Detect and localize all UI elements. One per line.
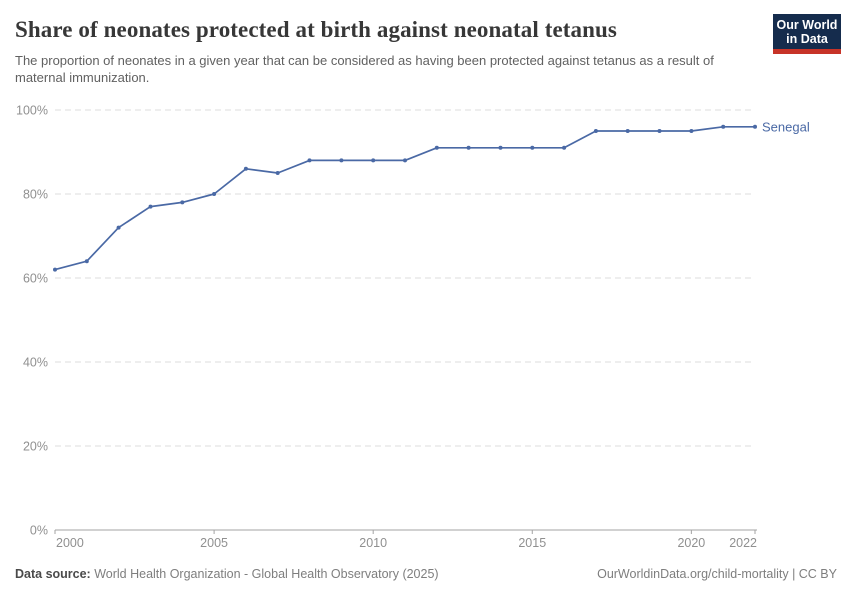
data-point: [53, 267, 57, 272]
chart-footer: Data source: World Health Organization -…: [15, 567, 837, 581]
data-point: [689, 129, 694, 133]
data-point: [148, 204, 153, 209]
y-tick-label: 60%: [23, 272, 48, 286]
owid-logo-line1: Our World: [776, 18, 838, 32]
data-point: [403, 158, 407, 163]
y-tick-label: 20%: [23, 440, 48, 454]
license-note: OurWorldinData.org/child-mortality | CC …: [597, 567, 837, 581]
data-point: [371, 158, 376, 163]
data-point: [275, 171, 280, 175]
data-point: [466, 145, 471, 150]
data-point: [657, 129, 662, 133]
owid-logo-line2: in Data: [786, 32, 828, 46]
data-source: Data source: World Health Organization -…: [15, 567, 439, 581]
series-line: [54, 125, 756, 271]
x-tick-label: 2010: [359, 536, 387, 550]
y-tick-label: 100%: [16, 104, 48, 118]
data-point: [562, 145, 567, 150]
owid-logo: Our World in Data: [773, 14, 841, 54]
entity-label: Senegal: [762, 119, 810, 134]
data-point: [116, 225, 121, 230]
x-tick-label: 2005: [200, 536, 228, 550]
data-point: [84, 259, 89, 264]
page-title: Share of neonates protected at birth aga…: [15, 17, 617, 42]
x-tick-label: 2000: [56, 536, 84, 550]
y-tick-label: 40%: [23, 356, 48, 370]
x-tick-label: 2015: [518, 536, 546, 550]
y-tick-label: 80%: [23, 188, 48, 202]
data-point: [212, 192, 217, 196]
data-point: [339, 158, 344, 163]
chart-subtitle: The proportion of neonates in a given ye…: [15, 53, 714, 85]
x-tick-label: 2022: [729, 536, 757, 550]
data-point: [243, 166, 248, 171]
data-point: [721, 124, 726, 129]
data-point: [434, 145, 439, 150]
data-source-text: World Health Organization - Global Healt…: [90, 567, 439, 581]
data-point: [307, 158, 312, 163]
x-tick-label: 2020: [677, 536, 705, 550]
data-point: [593, 129, 598, 133]
data-point: [625, 129, 630, 133]
data-point: [753, 124, 757, 129]
y-tick-label: 0%: [30, 524, 48, 538]
data-point: [498, 145, 503, 150]
data-source-label: Data source:: [15, 567, 91, 581]
data-point: [180, 200, 185, 205]
data-point: [530, 145, 535, 150]
